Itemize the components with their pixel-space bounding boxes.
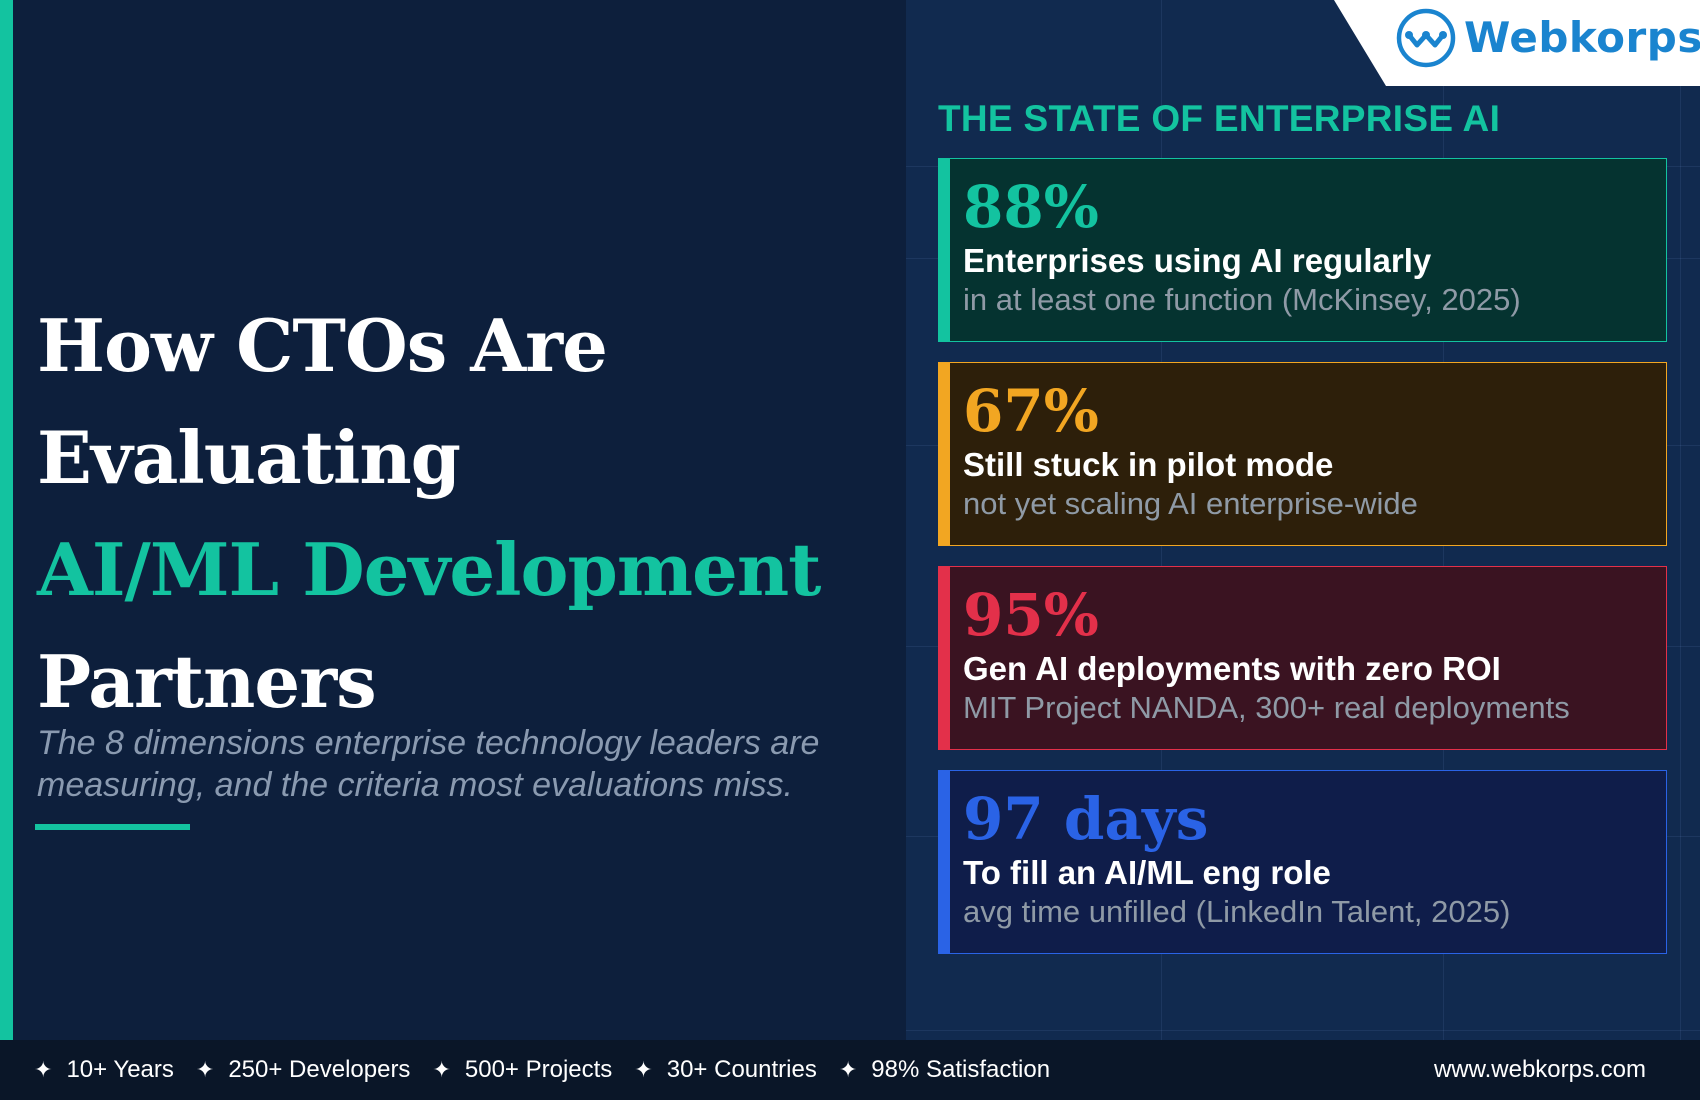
four-point-star-icon: ✦ — [432, 1057, 451, 1082]
stat-detail: in at least one function (McKinsey, 2025… — [963, 282, 1521, 317]
subtitle-divider — [35, 824, 190, 830]
section-title: THE STATE OF ENTERPRISE AI — [938, 98, 1501, 139]
stat-detail: not yet scaling AI enterprise-wide — [963, 486, 1418, 521]
subtitle-line-1: The 8 dimensions enterprise technology l… — [37, 724, 820, 762]
stat-label: To fill an AI/ML eng role — [963, 854, 1331, 891]
left-panel — [0, 0, 906, 1040]
footer-item-label: 98% Satisfaction — [871, 1056, 1051, 1083]
left-accent-bar — [0, 0, 13, 1040]
stat-card-97-days: 97 days To fill an AI/ML eng role avg ti… — [938, 770, 1667, 954]
subtitle-line-2: measuring, and the criteria most evaluat… — [37, 766, 793, 804]
stat-card-95: 95% Gen AI deployments with zero ROI MIT… — [938, 566, 1667, 750]
footer-item-label: 250+ Developers — [228, 1056, 411, 1083]
stat-card-67: 67% Still stuck in pilot mode not yet sc… — [938, 362, 1667, 546]
four-point-star-icon: ✦ — [34, 1057, 53, 1082]
stat-card-accent-bar — [938, 158, 950, 342]
stat-value: 97 days — [963, 785, 1209, 853]
stat-value: 88% — [963, 173, 1099, 241]
stat-card-88: 88% Enterprises using AI regularly in at… — [938, 158, 1667, 342]
stat-card-accent-bar — [938, 362, 950, 546]
stat-label: Enterprises using AI regularly — [963, 242, 1432, 279]
stat-value: 67% — [963, 377, 1099, 445]
stat-detail: MIT Project NANDA, 300+ real deployments — [963, 690, 1570, 725]
stat-label: Still stuck in pilot mode — [963, 446, 1334, 483]
footer-item: ✦ 30+ Countries — [634, 1056, 817, 1084]
footer-item: ✦ 500+ Projects — [432, 1056, 612, 1084]
stat-label: Gen AI deployments with zero ROI — [963, 650, 1501, 687]
footer-item: ✦ 10+ Years — [34, 1056, 174, 1084]
webkorps-w-logo-icon — [1396, 8, 1456, 68]
headline-line-3: AI/ML Development — [37, 527, 821, 612]
stat-detail: avg time unfilled (LinkedIn Talent, 2025… — [963, 894, 1511, 929]
stat-card-accent-bar — [938, 566, 950, 750]
footer-stats: ✦ 10+ Years ✦ 250+ Developers ✦ 500+ Pro… — [34, 1040, 1072, 1100]
footer-bar: ✦ 10+ Years ✦ 250+ Developers ✦ 500+ Pro… — [0, 1040, 1700, 1100]
footer-item: ✦ 98% Satisfaction — [839, 1056, 1050, 1084]
headline: How CTOs Are Evaluating AI/ML Developmen… — [37, 290, 897, 738]
headline-line-4: Partners — [37, 639, 377, 724]
four-point-star-icon: ✦ — [634, 1057, 653, 1082]
stat-card-accent-bar — [938, 770, 950, 954]
four-point-star-icon: ✦ — [195, 1057, 215, 1082]
brand-name[interactable]: Webkorps — [1464, 13, 1700, 62]
footer-item-label: 500+ Projects — [464, 1056, 613, 1083]
logo-banner — [1334, 0, 1700, 86]
footer-item: ✦ 250+ Developers — [196, 1056, 411, 1084]
website-link[interactable]: www.webkorps.com — [1433, 1056, 1646, 1083]
four-point-star-icon: ✦ — [838, 1057, 858, 1082]
headline-line-2: Evaluating — [37, 415, 461, 500]
grid-line — [906, 1030, 1700, 1031]
headline-line-1: How CTOs Are — [37, 303, 608, 388]
stat-value: 95% — [963, 581, 1099, 649]
subtitle: The 8 dimensions enterprise technology l… — [37, 722, 897, 806]
grid-line — [1680, 0, 1681, 1040]
footer-item-label: 30+ Countries — [666, 1056, 817, 1083]
footer-item-label: 10+ Years — [66, 1056, 174, 1083]
